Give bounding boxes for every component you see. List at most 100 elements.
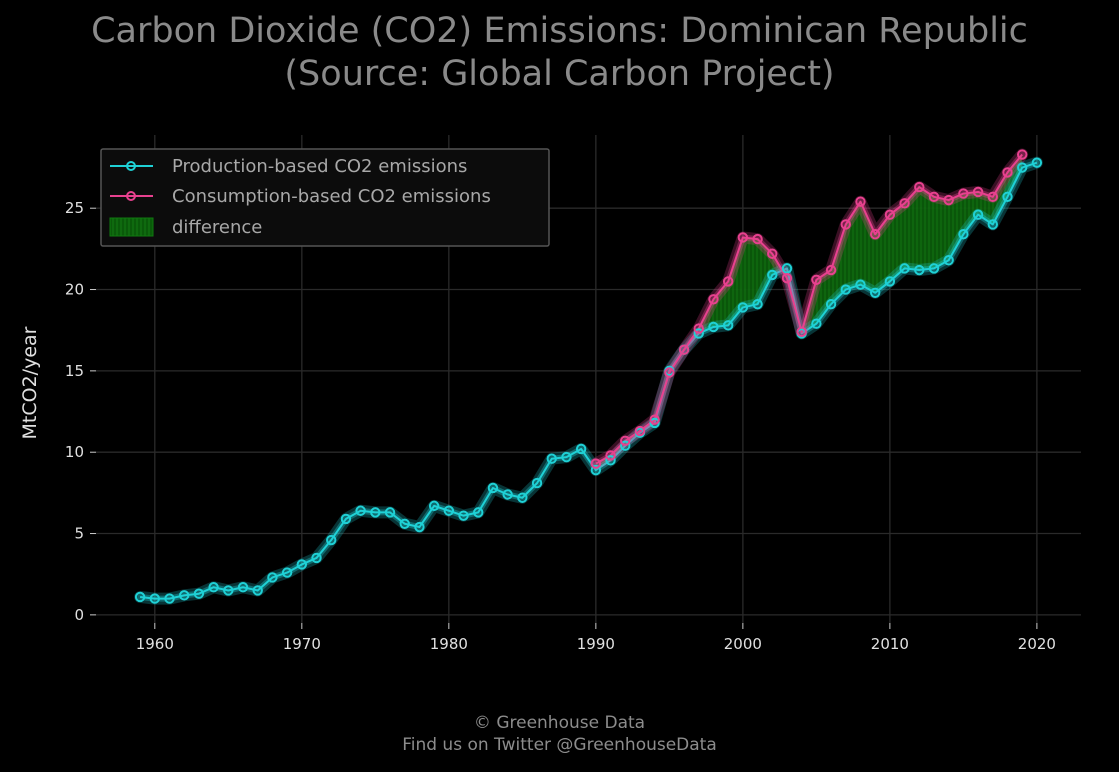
production-point-2011	[899, 263, 910, 274]
x-tick-label-2020: 2020	[1018, 635, 1056, 653]
production-point-1986	[531, 477, 543, 489]
consumption-point-2009	[869, 229, 881, 240]
production-point-1991	[605, 455, 616, 466]
production-point-2010	[884, 276, 896, 287]
x-tick-label-2010: 2010	[871, 635, 909, 653]
production-point-1977	[399, 518, 410, 529]
consumption-point-2018	[1002, 167, 1013, 178]
legend-box	[100, 148, 550, 247]
production-point-2016	[972, 209, 984, 220]
production-point-1978	[414, 521, 425, 533]
consumption-point-2008	[855, 196, 866, 207]
footer-copyright: © Greenhouse Data	[473, 713, 646, 733]
production-point-2014	[943, 255, 954, 266]
production-point-2005	[811, 318, 822, 329]
difference-area	[595, 154, 1023, 471]
legend-difference-label: difference	[172, 217, 262, 238]
x-tick-label-1970: 1970	[283, 635, 321, 653]
production-point-1959	[134, 591, 146, 603]
y-tick-label-10: 10	[65, 443, 84, 461]
production-point-2002	[767, 269, 778, 281]
consumption-point-2004	[796, 326, 807, 338]
y-axis-label: MtCO2/year	[19, 326, 41, 439]
production-point-2000	[737, 302, 749, 313]
consumption-point-1991	[605, 450, 616, 461]
consumption-point-1996	[678, 344, 690, 355]
production-point-1964	[208, 582, 219, 593]
legend-consumption-label: Consumption-based CO2 emissions	[172, 186, 491, 207]
production-point-1976	[384, 507, 396, 518]
consumption-point-2015	[958, 188, 969, 199]
consumption-point-2000	[737, 232, 749, 243]
production-point-1984	[502, 489, 513, 500]
production-point-2009	[869, 287, 881, 298]
production-line	[139, 161, 1038, 600]
legend: Production-based CO2 emissions Consumpti…	[100, 148, 550, 247]
consumption-point-2003	[781, 272, 793, 284]
y-tick-label-25: 25	[65, 199, 84, 217]
production-point-1981	[458, 510, 469, 521]
production-point-1998	[708, 321, 719, 333]
x-tick-label-1990: 1990	[577, 635, 615, 653]
consumption-point-1993	[634, 425, 646, 437]
consumption-point-1990	[590, 458, 602, 469]
consumption-point-2017	[987, 191, 998, 203]
production-point-1979	[428, 500, 440, 512]
x-tick-label-1980: 1980	[430, 635, 468, 653]
production-point-1985	[517, 492, 528, 503]
consumption-point-1997	[693, 323, 704, 334]
y-tick-label-5: 5	[74, 525, 84, 543]
production-point-1988	[561, 451, 572, 463]
consumption-point-2002	[767, 248, 778, 259]
production-point-1968	[267, 572, 278, 583]
production-point-2020	[1031, 157, 1043, 168]
production-point-1961	[164, 593, 175, 604]
production-point-2015	[958, 229, 969, 240]
production-point-1987	[546, 453, 557, 464]
chart-title-line1: Carbon Dioxide (CO2) Emissions: Dominica…	[91, 11, 1028, 51]
production-point-1971	[311, 552, 322, 564]
production-point-2003	[781, 263, 793, 274]
production-point-2017	[987, 219, 998, 230]
production-point-2001	[752, 298, 763, 310]
axis-ticks: 1960 1970 1980 1990 2000 2010 2020 0 5 10 15 20 25	[65, 199, 1056, 653]
legend-production-marker	[126, 161, 136, 171]
consumption-point-2014	[943, 194, 954, 206]
production-point-1989	[575, 443, 587, 455]
consumption-point-1994	[649, 414, 660, 425]
production-point-1960	[149, 593, 161, 604]
production-point-1965	[223, 585, 234, 596]
consumption-point-1992	[620, 435, 631, 447]
consumption-point-2007	[840, 219, 851, 230]
consumption-point-1995	[664, 367, 675, 378]
chart-title: Carbon Dioxide (CO2) Emissions: Dominica…	[0, 10, 1119, 96]
production-point-2007	[840, 284, 851, 295]
production-point-1994	[649, 417, 660, 429]
production-point-1972	[326, 534, 337, 546]
y-tick-label-15: 15	[65, 362, 84, 380]
production-point-1983	[487, 482, 499, 494]
production-point-2019	[1016, 162, 1028, 173]
production-point-1970	[296, 559, 308, 570]
legend-difference-swatch	[109, 217, 154, 237]
production-point-1992	[620, 440, 631, 451]
production-point-2008	[855, 279, 866, 290]
legend-production-label: Production-based CO2 emissions	[172, 156, 467, 177]
legend-consumption-marker	[126, 191, 136, 201]
production-point-2006	[825, 298, 837, 310]
production-point-1999	[722, 320, 734, 331]
footer-twitter: Find us on Twitter @GreenhouseData	[402, 735, 717, 755]
footer: © Greenhouse Data Find us on Twitter @Gr…	[0, 712, 1119, 756]
chart-title-line2: (Source: Global Carbon Project)	[284, 54, 835, 94]
consumption-point-2006	[825, 264, 837, 276]
production-point-1967	[252, 585, 263, 596]
production-point-1969	[281, 567, 293, 578]
difference-fill	[595, 154, 1023, 471]
series-lines	[134, 148, 1043, 605]
x-tick-label-2000: 2000	[724, 635, 762, 653]
consumption-point-2013	[928, 191, 940, 203]
consumption-point-1998	[708, 294, 719, 305]
consumption-line	[595, 153, 1023, 465]
consumption-point-2001	[752, 233, 763, 245]
consumption-point-2005	[811, 274, 822, 285]
